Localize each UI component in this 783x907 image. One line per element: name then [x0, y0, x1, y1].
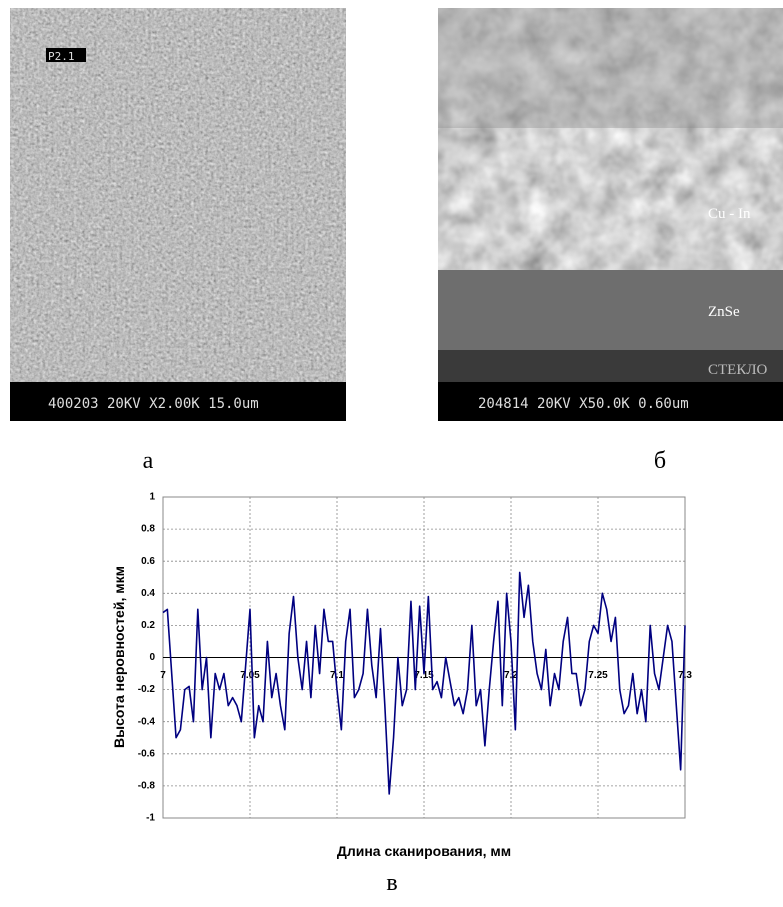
panel-caption: б — [654, 448, 666, 474]
y-tick-label: -0.2 — [138, 684, 156, 695]
layer-label: СТЕКЛО — [708, 362, 768, 378]
y-tick-label: 0.2 — [141, 620, 155, 631]
sem-footer: 400203 20KV X2.00K 15.0um — [48, 396, 259, 412]
y-tick-label: -0.4 — [138, 716, 156, 727]
y-tick-label: -0.6 — [138, 748, 156, 759]
y-tick-label: -0.8 — [138, 781, 156, 792]
x-tick-label: 7.05 — [240, 670, 260, 681]
y-axis-label: Высота неровностей, мкм — [111, 566, 127, 748]
panel-caption: а — [143, 448, 154, 474]
y-tick-label: 0.8 — [141, 524, 155, 535]
y-tick-label: 1 — [149, 492, 155, 503]
x-tick-label: 7.3 — [678, 670, 692, 681]
y-tick-label: -1 — [146, 813, 155, 824]
layer-label: ZnSe — [708, 304, 740, 320]
x-tick-label: 7.15 — [414, 670, 434, 681]
data-line — [162, 571, 686, 795]
x-tick-label: 7.2 — [504, 670, 518, 681]
sem-image-b: Cu - In ZnSe СТЕКЛО 204814 20KV X50.0K 0… — [438, 8, 783, 421]
x-tick-label: 7.1 — [330, 670, 344, 681]
figure-caption: в — [386, 870, 397, 896]
y-tick-label: 0.6 — [141, 556, 155, 567]
y-tick-label: 0.4 — [141, 588, 155, 599]
sem-image-a: P2.1 400203 20KV X2.00K 15.0um — [10, 8, 346, 421]
layer-label: Cu - In — [708, 206, 751, 222]
sem-tag: P2.1 — [48, 50, 75, 63]
y-tick-label: 0 — [149, 652, 155, 663]
x-axis-label: Длина сканирования, мм — [337, 843, 511, 859]
chart: Длина сканирования, мм Высота неровносте… — [111, 492, 692, 859]
sem-footer: 204814 20KV X50.0K 0.60um — [478, 396, 689, 412]
x-tick-label: 7.25 — [588, 670, 608, 681]
x-tick-label: 7 — [160, 670, 166, 681]
